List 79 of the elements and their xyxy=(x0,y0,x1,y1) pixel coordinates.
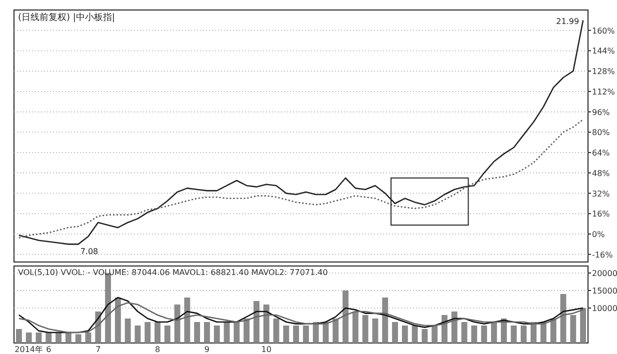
bar xyxy=(362,315,368,343)
x-tick-label: 9 xyxy=(204,345,210,354)
bar xyxy=(540,322,546,343)
chart-title: (日线前复权) |中小板指| xyxy=(18,12,115,23)
bar xyxy=(26,332,32,343)
y-tick-label: 0% xyxy=(592,230,606,239)
bar xyxy=(372,318,378,343)
y-tick-label: 64% xyxy=(592,148,610,158)
annotation: VOL(5,10) VVOL: - VOLUME: 87044.06 MAVOL1: 68821.40 MAVOL2: 77071.40 xyxy=(18,268,328,277)
bar xyxy=(451,312,458,343)
bar xyxy=(570,315,576,343)
x-tick-label: 7 xyxy=(96,345,101,354)
bar xyxy=(16,329,22,343)
line-series xyxy=(18,118,584,238)
bar xyxy=(36,332,42,343)
y-tick-label: 96% xyxy=(592,108,610,117)
bar xyxy=(422,329,428,343)
bar xyxy=(65,332,72,343)
x-tick-label: 2014年 xyxy=(14,345,44,354)
bar xyxy=(46,332,52,343)
bar xyxy=(184,298,190,343)
x-tick-label: 10 xyxy=(261,345,272,354)
bar xyxy=(471,326,478,343)
bar xyxy=(491,322,497,343)
bar xyxy=(293,326,300,343)
bar xyxy=(273,318,280,343)
y-tick-label: 16% xyxy=(592,210,610,219)
bar xyxy=(144,322,151,343)
y-tick-label: 48% xyxy=(592,168,610,178)
y-tick-label: 10000 xyxy=(592,304,617,313)
bar xyxy=(481,326,488,343)
bar xyxy=(382,298,388,343)
bar xyxy=(520,326,527,343)
bar xyxy=(244,318,250,343)
x-tick-label: 6 xyxy=(46,345,52,354)
bar xyxy=(56,332,62,343)
bar xyxy=(461,322,468,343)
bar xyxy=(580,308,586,343)
bar xyxy=(174,304,180,343)
bar xyxy=(85,332,92,343)
bar xyxy=(342,290,349,343)
y-tick-label: -16% xyxy=(592,250,614,260)
bar xyxy=(302,326,309,343)
y-tick-label: 128% xyxy=(592,67,616,76)
y-tick-label: 80% xyxy=(592,128,610,138)
bar xyxy=(530,322,537,343)
bar xyxy=(253,301,260,343)
bar xyxy=(392,322,398,343)
bar xyxy=(154,322,160,343)
bar xyxy=(234,322,240,343)
bar xyxy=(352,312,358,343)
bar xyxy=(432,326,438,343)
y-tick-label: 112% xyxy=(592,87,616,96)
bar xyxy=(204,322,210,343)
annotation: 21.99 xyxy=(556,17,580,26)
y-tick-label: 15000 xyxy=(592,286,617,296)
bar xyxy=(114,298,121,343)
bar xyxy=(550,318,556,343)
bar xyxy=(75,334,82,343)
y-tick-label: 160% xyxy=(592,26,616,36)
bar xyxy=(134,326,141,343)
bar xyxy=(194,322,200,343)
bar xyxy=(124,318,131,343)
bar xyxy=(214,326,220,343)
bar xyxy=(164,326,170,343)
bar xyxy=(224,322,230,343)
bar xyxy=(312,322,319,343)
y-tick-label: 144% xyxy=(592,46,616,56)
annotation: 7.08 xyxy=(80,247,98,256)
y-tick-label: 20000 xyxy=(592,269,617,278)
bar xyxy=(442,315,448,343)
bar xyxy=(283,326,290,343)
bar xyxy=(402,326,408,343)
bar xyxy=(332,318,339,343)
bar xyxy=(510,326,517,343)
x-tick-label: 8 xyxy=(154,345,160,354)
bar xyxy=(263,304,270,343)
bar xyxy=(412,326,418,343)
y-tick-label: 32% xyxy=(592,189,610,198)
